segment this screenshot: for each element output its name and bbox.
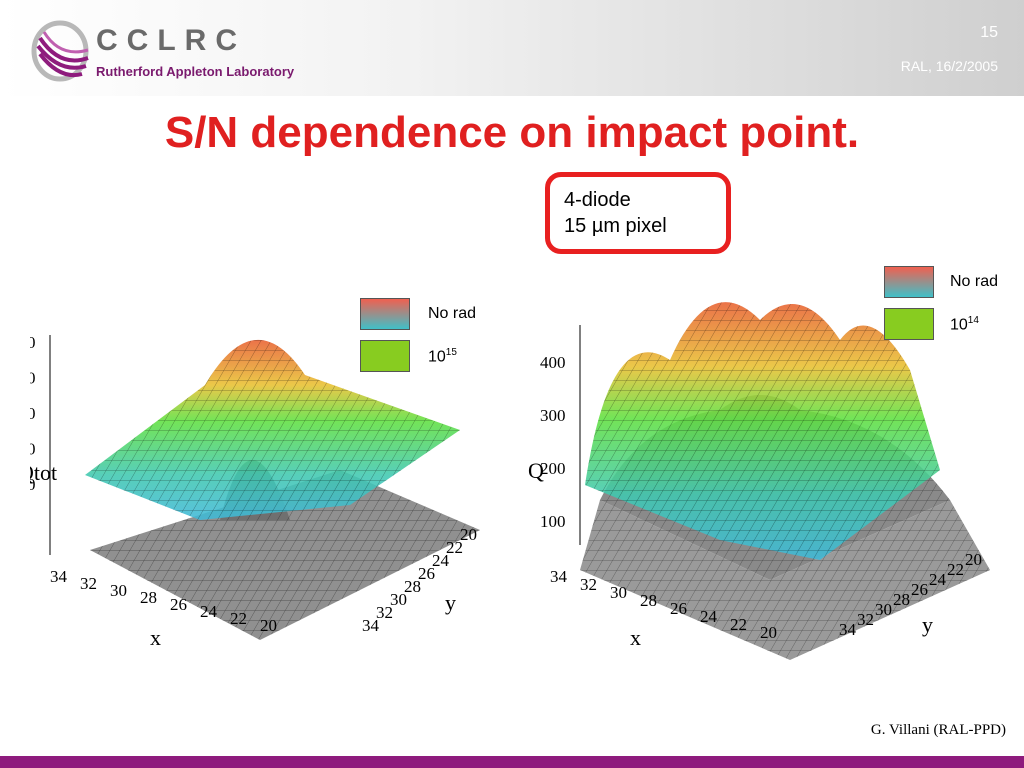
- logo-text: CCLRC: [96, 24, 246, 57]
- left-y-axis-tick: 26: [418, 564, 435, 583]
- left-y-axis-tick: 30: [390, 590, 407, 609]
- right-legend-rad-label: 1014: [950, 315, 979, 334]
- callout-pixel-unit: µm pixel: [591, 215, 667, 237]
- left-y-axis-tick: 34: [362, 616, 380, 635]
- author-footer: G. Villani (RAL-PPD): [870, 722, 1006, 738]
- right-x-axis-tick: 24: [700, 607, 718, 626]
- left-x-axis-tick: 22: [230, 609, 247, 628]
- right-y-axis-label: y: [922, 612, 933, 637]
- left-z-axis-tick: 150: [30, 440, 36, 459]
- left-x-axis-tick: 30: [110, 581, 127, 600]
- left-x-axis-tick: 28: [140, 588, 157, 607]
- left-z-axis-tick: 100: [30, 475, 36, 494]
- left-y-axis-tick: 28: [404, 577, 421, 596]
- right-x-axis-tick: 34: [550, 567, 568, 586]
- right-x-axis-tick: 32: [580, 575, 597, 594]
- right-z-axis-tick: 300: [540, 406, 566, 425]
- bottom-brand-bar: [0, 756, 1024, 768]
- right-x-axis-tick: 22: [730, 615, 747, 634]
- right-z-axis-tick: 100: [540, 512, 566, 531]
- right-legend-norad-label: No rad: [950, 273, 999, 290]
- right-legend-rad-swatch: [884, 308, 934, 340]
- right-z-axis-tick: 200: [540, 459, 566, 478]
- left-z-axis-tick: 250: [30, 369, 36, 388]
- left-legend-norad-label: No rad: [428, 305, 477, 322]
- callout-line2: 15 µm pixel: [564, 213, 712, 239]
- right-y-axis-tick: 20: [965, 550, 982, 569]
- callout-line1: 4-diode: [564, 189, 631, 211]
- right-x-axis-tick: 20: [760, 623, 777, 642]
- right-x-axis-tick: 30: [610, 583, 627, 602]
- right-z-axis-tick: 400: [540, 353, 566, 372]
- left-legend-rad-swatch: [360, 340, 410, 372]
- left-x-axis-label: x: [150, 625, 161, 650]
- slide-date: RAL, 16/2/2005: [900, 58, 998, 74]
- page-number: 15: [980, 24, 998, 41]
- left-y-axis-tick: 22: [446, 538, 463, 557]
- left-legend-rad-label: 1015: [428, 347, 457, 366]
- right-x-axis-tick: 26: [670, 599, 687, 618]
- right-y-axis-tick: 22: [947, 560, 964, 579]
- left-legend-norad-swatch: [360, 298, 410, 330]
- right-y-axis-tick: 26: [911, 580, 928, 599]
- right-x-axis-tick: 28: [640, 591, 657, 610]
- left-surface-plot: 300250200150100500 Qtot 3432302826242220…: [30, 333, 480, 650]
- left-z-axis-tick: 300: [30, 333, 36, 352]
- pixel-callout: 4-diode 15 µm pixel: [545, 172, 731, 254]
- right-y-axis-tick: 30: [875, 600, 892, 619]
- left-y-axis-label: y: [445, 590, 456, 615]
- slide-header: CCLRC Rutherford Appleton Laboratory 15 …: [0, 0, 1024, 96]
- right-z-axis-label: Q: [528, 458, 544, 483]
- callout-pixel-size: 15: [564, 215, 587, 237]
- left-x-axis-tick: 26: [170, 595, 187, 614]
- slide-title: S/N dependence on impact point.: [164, 108, 860, 157]
- left-x-axis-tick: 24: [200, 602, 218, 621]
- right-x-axis-label: x: [630, 625, 641, 650]
- cclrc-swirl-icon: [31, 20, 89, 82]
- left-z-axis-label: Qtot: [30, 460, 57, 485]
- left-x-axis-tick: 34: [50, 567, 68, 586]
- left-x-axis-tick: 32: [80, 574, 97, 593]
- logo-subtitle: Rutherford Appleton Laboratory: [96, 64, 295, 79]
- right-y-axis-tick: 32: [857, 610, 874, 629]
- left-x-axis-tick: 20: [260, 616, 277, 635]
- right-y-axis-tick: 28: [893, 590, 910, 609]
- left-z-axis-tick: 200: [30, 404, 36, 423]
- left-y-axis-tick: 32: [376, 603, 393, 622]
- right-legend-norad-swatch: [884, 266, 934, 298]
- right-y-axis-tick: 24: [929, 570, 947, 589]
- right-y-axis-tick: 34: [839, 620, 857, 639]
- cclrc-logo: CCLRC Rutherford Appleton Laboratory: [30, 18, 294, 88]
- left-y-axis-tick: 20: [460, 525, 477, 544]
- left-y-axis-tick: 24: [432, 551, 450, 570]
